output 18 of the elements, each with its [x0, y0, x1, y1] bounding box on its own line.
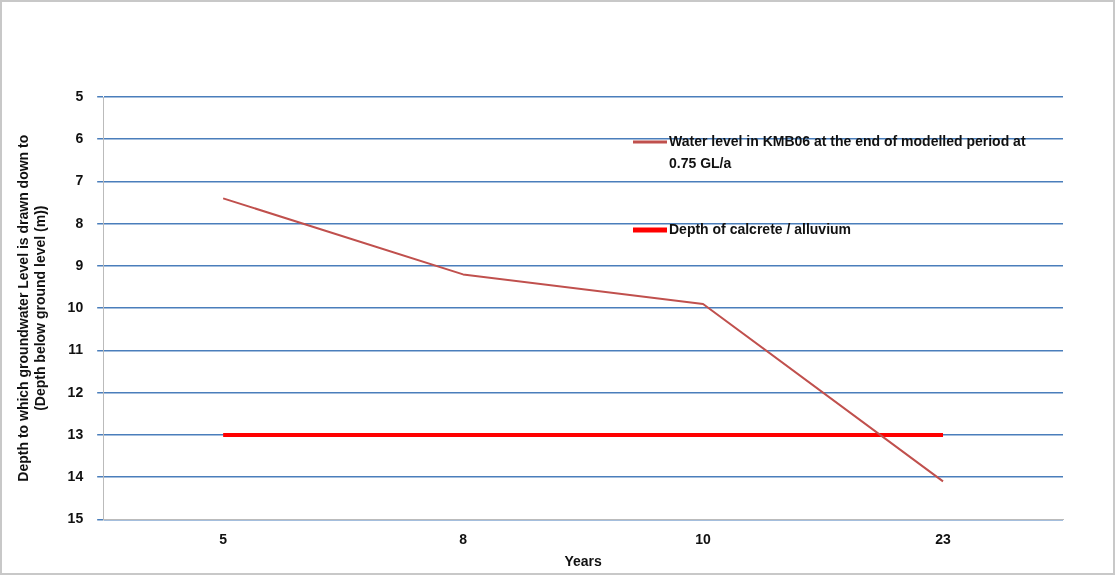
y-tick-label: 9: [75, 256, 84, 273]
x-tick-label: 5: [219, 530, 228, 547]
y-tick-label: 12: [67, 383, 84, 400]
x-tick-label: 8: [459, 530, 468, 547]
y-tick-label: 8: [75, 214, 84, 231]
legend-label: Depth of calcrete / alluvium: [669, 220, 852, 237]
y-axis-title: Depth to which groundwater Level is drawn down to (Depth below ground level (m)): [15, 134, 49, 482]
x-axis-title: Years: [564, 553, 602, 570]
y-tick-label: 5: [75, 87, 84, 104]
y-tick-label: 10: [67, 299, 84, 316]
x-tick-label: 23: [935, 530, 952, 547]
y-tick-label: 11: [68, 341, 84, 358]
y-tick-label: 15: [67, 510, 84, 527]
y-tick-label: 14: [67, 468, 84, 485]
y-tick-label: 6: [75, 130, 84, 147]
y-tick-label: 7: [75, 172, 84, 189]
x-tick-label: 10: [695, 530, 712, 547]
y-tick-label: 13: [67, 425, 84, 442]
